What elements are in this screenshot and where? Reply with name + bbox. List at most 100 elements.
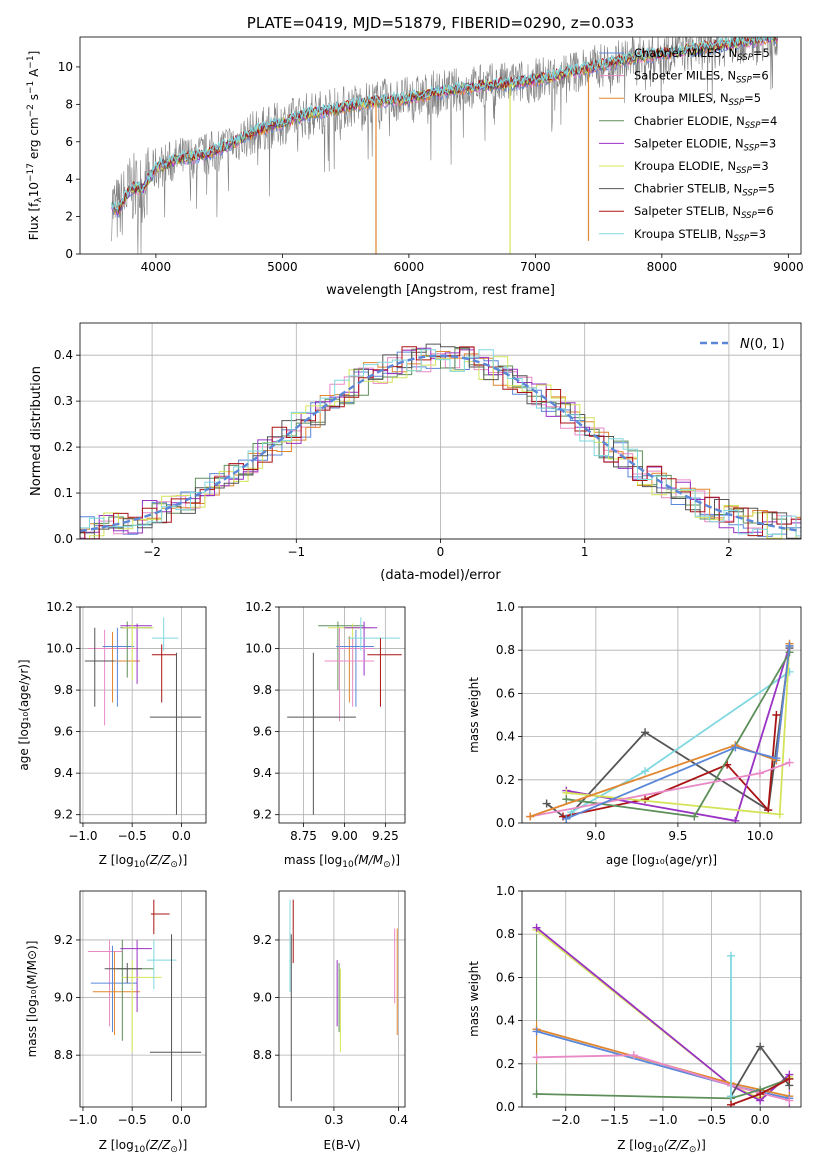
- legend-label: Salpeter STELIB, NSSP=6: [634, 204, 774, 221]
- point-marker: [641, 767, 650, 776]
- y-tick-label: 9.6: [253, 725, 272, 739]
- x-tick-label: 9.5: [668, 829, 687, 843]
- point-marker: [629, 1051, 638, 1060]
- z-age-y-label: age [log₁₀(age/yr)]: [17, 659, 31, 770]
- z-mass-x-label: Z [log10(Z/Z⊙)]: [99, 1138, 188, 1155]
- legend-label: Kroupa MILES, NSSP=5: [634, 91, 761, 108]
- y-tick-label: 10.2: [46, 600, 73, 614]
- residuals-axes: −2 −1 0 1 2 0.0 0.1 0.2 0.3 0.4: [54, 323, 801, 559]
- x-tick-label: 7000: [520, 260, 551, 274]
- x-tick-label: 0.4: [389, 1113, 408, 1127]
- legend-label: Chabrier ELODIE, NSSP=4: [634, 114, 777, 131]
- spectrum-axes: 4000 5000 6000 7000 8000 9000 0 2 4 6 8 10: [58, 60, 804, 274]
- y-tick-label: 0.4: [54, 348, 73, 362]
- point-marker: [731, 816, 740, 823]
- mass-age-frame: [278, 606, 406, 824]
- y-tick-label: 10.2: [245, 600, 272, 614]
- point-marker: [542, 799, 551, 808]
- y-tick-label: 0.3: [54, 394, 73, 408]
- y-tick-label: 0: [65, 247, 73, 261]
- y-tick-label: 0.2: [54, 440, 73, 454]
- y-tick-label: 9.0: [54, 991, 73, 1005]
- x-tick-label: 9.00: [331, 829, 358, 843]
- y-tick-label: 0.4: [496, 730, 515, 744]
- point-marker: [772, 711, 781, 719]
- legend-label: Salpeter MILES, NSSP=6: [634, 69, 769, 86]
- z-age-frame: [79, 606, 207, 824]
- x-tick-label: 9.25: [372, 829, 399, 843]
- x-tick-label: 8000: [647, 260, 678, 274]
- y-tick-label: 2: [65, 210, 73, 224]
- age-weight-frame: [521, 606, 802, 824]
- spectrum-plot-area: [111, 37, 778, 254]
- series-line: [536, 1078, 790, 1100]
- histogram-step: [80, 351, 801, 539]
- x-tick-label: −1.0: [648, 1113, 677, 1127]
- z-mass-axes: −1.0 −0.5 0.0 8.8 9.0 9.2: [54, 891, 206, 1127]
- x-tick-label: 0.0: [172, 1113, 191, 1127]
- x-tick-label: 10.0: [747, 829, 774, 843]
- spectrum-x-label: wavelength [Angstrom, rest frame]: [326, 283, 555, 298]
- age-weight-x-label: age [log₁₀(age/yr)]: [606, 853, 717, 867]
- point-marker: [526, 812, 535, 821]
- point-marker: [532, 923, 541, 932]
- z-weight-y-label: mass weight: [467, 961, 481, 1037]
- x-tick-label: −0.5: [118, 829, 147, 843]
- point-marker: [785, 758, 794, 767]
- residuals-plot-area: [80, 343, 801, 539]
- y-tick-label: 10: [58, 60, 73, 74]
- y-tick-label: 1.0: [496, 884, 515, 898]
- ebv-mass-axes: 0.3 0.4 8.8 9.0 9.2: [253, 891, 408, 1127]
- x-tick-label: −1.5: [600, 1113, 629, 1127]
- x-tick-label: 9000: [773, 260, 804, 274]
- x-tick-label: −2.0: [551, 1113, 580, 1127]
- point-marker: [690, 812, 699, 821]
- y-tick-label: 9.0: [253, 991, 272, 1005]
- z-weight-plot-area: [532, 923, 794, 1107]
- x-tick-label: −2: [143, 545, 161, 559]
- x-tick-label: 0.0: [172, 829, 191, 843]
- normal-curve: [80, 354, 801, 533]
- point-marker: [532, 1090, 541, 1099]
- y-tick-label: 0.6: [496, 686, 515, 700]
- z-weight-frame: [521, 890, 802, 1108]
- series-line: [536, 927, 790, 1102]
- point-marker: [562, 814, 571, 823]
- y-tick-label: 9.8: [54, 683, 73, 697]
- y-tick-label: 9.2: [253, 933, 272, 947]
- y-tick-label: 0.0: [54, 532, 73, 546]
- y-tick-label: 8.8: [253, 1048, 272, 1062]
- z-weight-x-label: Z [log10(Z/Z⊙)]: [617, 1138, 706, 1155]
- y-tick-label: 8: [65, 97, 73, 111]
- z-mass-frame: [79, 890, 207, 1108]
- y-tick-label: 0.8: [496, 927, 515, 941]
- y-tick-label: 0.0: [496, 1100, 515, 1114]
- series-line: [565, 645, 791, 820]
- point-marker: [727, 1092, 736, 1101]
- y-tick-label: 10.0: [245, 642, 272, 656]
- model-line: [111, 37, 778, 211]
- point-marker: [755, 769, 764, 778]
- point-marker: [562, 795, 571, 804]
- z-mass-y-label: mass [log₁₀(M/M⊙)]: [25, 941, 39, 1058]
- x-tick-label: 0.0: [751, 1113, 770, 1127]
- x-tick-label: 6000: [394, 260, 425, 274]
- y-tick-label: 9.2: [54, 933, 73, 947]
- x-tick-label: 8.75: [290, 829, 317, 843]
- x-tick-label: −0.5: [697, 1113, 726, 1127]
- legend-label: N(0, 1): [740, 337, 785, 352]
- y-tick-label: 1.0: [496, 600, 515, 614]
- y-tick-label: 0.8: [496, 643, 515, 657]
- y-tick-label: 9.4: [253, 766, 272, 780]
- legend-label: Salpeter ELODIE, NSSP=3: [634, 136, 776, 153]
- point-marker: [775, 810, 784, 819]
- y-tick-label: 0.2: [496, 773, 515, 787]
- spectrum-y-label: Flux [fλ10−17 erg cm−2 s−1 A−1]: [26, 51, 44, 241]
- z-age-x-label: Z [log10(Z/Z⊙)]: [99, 853, 188, 870]
- legend-label: Kroupa ELODIE, NSSP=3: [634, 159, 769, 176]
- spectrum-title: PLATE=0419, MJD=51879, FIBERID=0290, z=0…: [247, 14, 634, 32]
- age-weight-plot-area: [526, 639, 794, 823]
- mass-age-plot-area: [287, 617, 402, 815]
- y-tick-label: 6: [65, 135, 73, 149]
